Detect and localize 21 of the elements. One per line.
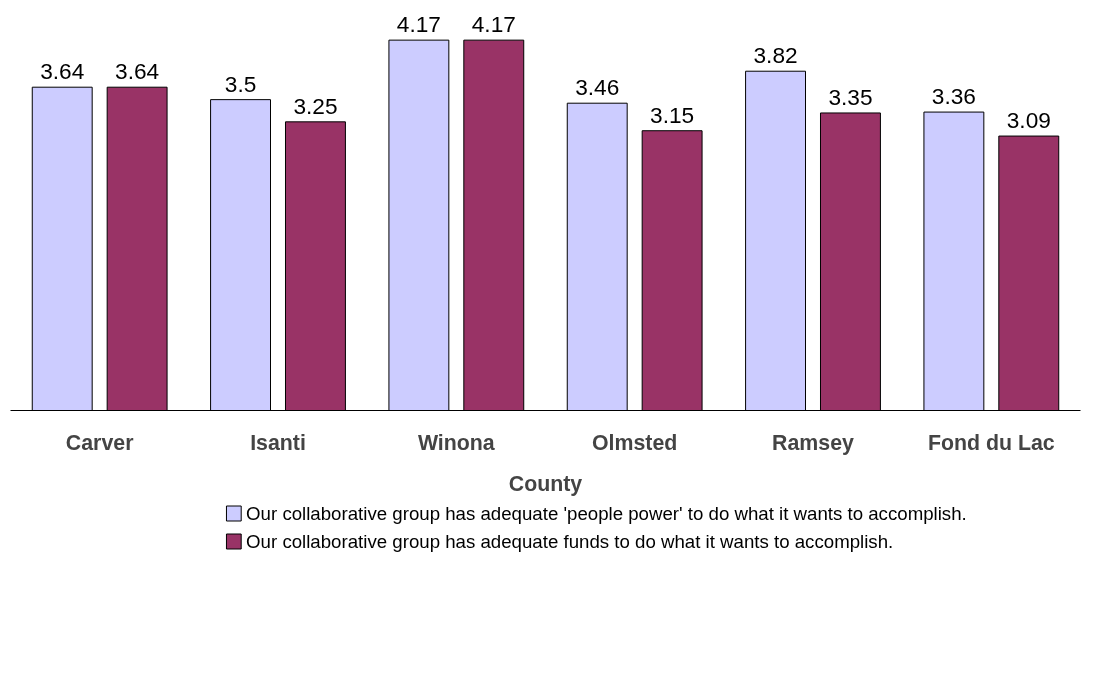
x-tick-label: Winona [417, 430, 495, 455]
data-label: 3.35 [828, 83, 873, 110]
data-label: 3.25 [293, 92, 338, 119]
x-tick-label: Ramsey [772, 430, 855, 455]
legend-label: Our collaborative group has adequate funds to do what it wants to accomplish. [246, 531, 894, 552]
x-tick-label: Olmsted [592, 430, 678, 455]
x-tick-label: Isanti [250, 430, 306, 455]
data-label: 3.09 [1006, 107, 1051, 134]
data-label: 3.64 [40, 58, 85, 85]
x-tick-label: Fond du Lac [927, 430, 1055, 455]
data-label: 4.17 [471, 11, 516, 38]
x-tick-label: Carver [65, 430, 134, 455]
data-label: 4.17 [396, 11, 441, 38]
data-label: 3.5 [224, 70, 257, 97]
legend-label: Our collaborative group has adequate 'people power' to do what it wants to accomplish. [246, 503, 967, 524]
data-label: 3.15 [650, 101, 695, 128]
data-label: 3.82 [753, 42, 798, 69]
data-label: 3.64 [115, 58, 160, 85]
data-label: 3.46 [575, 74, 620, 101]
x-axis-title: County [508, 471, 583, 496]
data-label: 3.36 [931, 83, 976, 110]
